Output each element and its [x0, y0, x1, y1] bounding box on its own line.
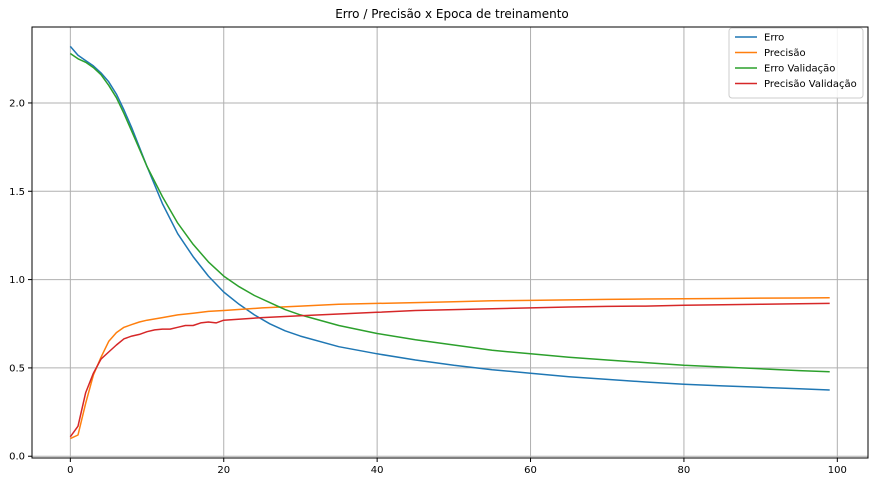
- x-tick-label: 80: [678, 465, 691, 476]
- series-line-erro: [69, 45, 830, 391]
- y-tick-label: 0.5: [9, 363, 25, 374]
- series-group: [69, 45, 830, 440]
- plot-frame: [31, 26, 869, 459]
- y-tick-label: 2.0: [9, 98, 25, 109]
- x-tick-label: 60: [524, 465, 537, 476]
- legend-label: Erro: [764, 33, 784, 44]
- chart-title: Erro / Precisão x Epoca de treinamento: [335, 7, 569, 21]
- y-tick-label: 1.5: [9, 187, 25, 198]
- y-tick-label: 0.0: [9, 452, 25, 463]
- x-tick-label: 100: [828, 465, 847, 476]
- y-tick-label: 1.0: [9, 275, 25, 286]
- x-tick-label: 20: [217, 465, 230, 476]
- x-tick-label: 0: [67, 465, 73, 476]
- legend-label: Erro Validação: [764, 64, 835, 75]
- legend: Erro Precisão Erro Validação Precisão Valid…: [728, 27, 864, 99]
- axis-ticks: 0 20 40 60 80 100 0.0 0.5 1.0 1.5 2.0: [9, 98, 847, 476]
- legend-box: [728, 27, 864, 99]
- series-line-precisao: [69, 297, 830, 440]
- x-tick-label: 40: [371, 465, 384, 476]
- grid: [32, 27, 868, 458]
- series-line-precisao-validacao: [69, 302, 830, 438]
- legend-label: Precisão: [764, 48, 806, 59]
- series-line-erro-validacao: [69, 52, 830, 373]
- legend-label: Precisão Validação: [764, 79, 857, 90]
